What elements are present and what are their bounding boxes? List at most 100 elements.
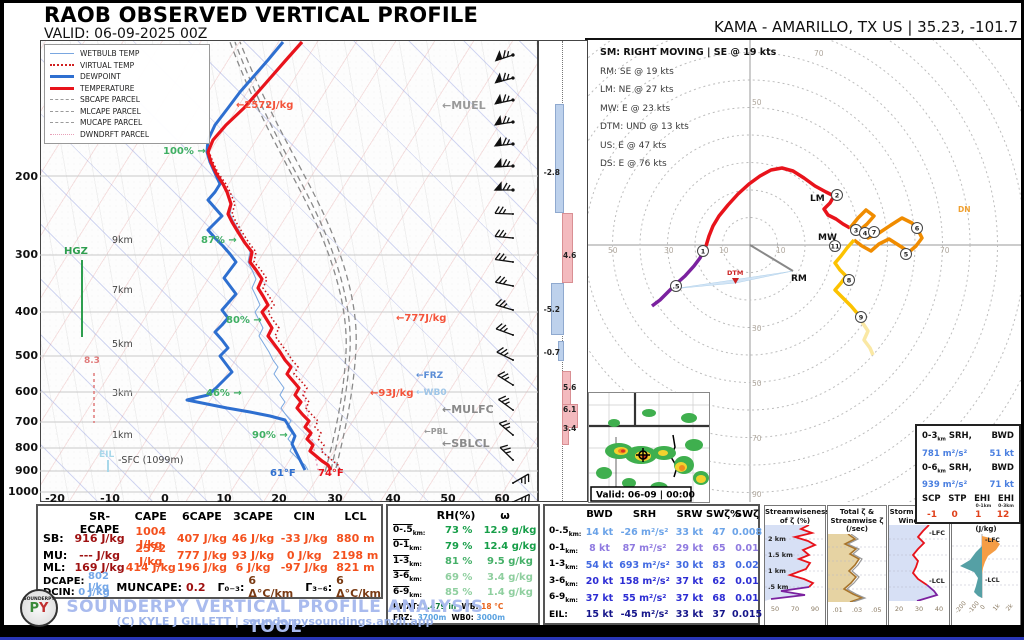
omega-value: 5.6 <box>563 383 577 392</box>
pressure-tick: 1000 <box>8 485 39 498</box>
kinematics-table: BWD SRH SRW SWζ% SWζ 0-.5km: 14 kt -26 m²/s²… <box>543 504 763 625</box>
legend-item: DWNDRFT PARCEL <box>50 129 204 141</box>
footer-title: SOUNDERPY VERTICAL PROFILE ANALYSIS TOOL <box>66 597 484 637</box>
omega-strip: -2.8 4.6 -5.2 -0.7 5.6 6.1 3.4 <box>538 40 588 502</box>
page-title: RAOB OBSERVED VERTICAL PROFILE <box>44 3 479 27</box>
height-tick: 1km <box>112 430 133 441</box>
streamwiseness-plot: 2 km 1.5 km 1 km .5 km <box>765 524 825 601</box>
hodograph: 50 30 10 10 70 50 70 30 50 70 90 .5 1 2 … <box>588 40 1022 502</box>
pressure-tick: 500 <box>15 349 38 362</box>
lm-marker: LM <box>810 194 825 204</box>
svg-text:70: 70 <box>814 49 824 58</box>
frame-bottom-accent <box>0 637 1024 640</box>
pressure-tick: 900 <box>15 464 38 477</box>
omega-value: -5.2 <box>543 305 560 314</box>
omega-value: 6.1 <box>563 405 577 414</box>
table-row: 0-.5km: 73 % 12.9 g/kg <box>393 524 537 537</box>
rm-line: RM: SE @ 19 kts <box>600 66 674 77</box>
temp-tick: 30 <box>327 492 343 505</box>
dcin-row: DCIN: 0 J/kg <box>43 587 110 598</box>
svg-text:30: 30 <box>664 246 674 255</box>
hodo-trace-0-1km <box>650 245 708 308</box>
thermo-headers: SR-ECAPE CAPE 6CAPE 3CAPE CIN LCL <box>79 510 367 536</box>
srh-0-3-header: 0-3km SRH, BWD <box>922 431 1014 443</box>
panel-stepwise-cin-cape: StepwiseCIN & CAPE(J/kg) -LFC -LCL -200 … <box>951 505 1021 628</box>
hodo-trace-3-6km <box>848 208 924 254</box>
stepwise-plot: -LFC -LCL <box>952 533 1020 598</box>
table-row: 1-3km: 54 kt 693 m²/s² 30 kt 83 0.02 <box>549 559 759 572</box>
valid-time: VALID: 06-09-2025 00Z <box>44 26 208 42</box>
lm-line: LM: NE @ 27 kts <box>600 85 674 95</box>
omega-value: 4.6 <box>563 251 577 260</box>
omega-bar <box>551 283 564 335</box>
pressure-tick: 300 <box>15 248 38 261</box>
pressure-tick: 600 <box>15 385 38 398</box>
temp-tick: 40 <box>385 492 401 505</box>
svg-text:70: 70 <box>752 434 762 443</box>
parcel-traces <box>229 41 357 473</box>
kinematics-headers: BWD SRH SRW SWζ% SWζ <box>586 509 760 520</box>
radar-echoes <box>596 409 709 494</box>
omega-bar <box>562 404 578 428</box>
sblcl-annotation: ←SBLCL <box>442 437 490 450</box>
rh-annotation: 46% → <box>206 388 242 399</box>
svg-text:50: 50 <box>752 98 762 107</box>
svg-text:2: 2 <box>835 192 840 200</box>
moisture-headers: RH(%) ω <box>436 509 510 522</box>
sounderpy-logo: SOUNDERPY PY <box>20 589 58 627</box>
sbcape-line-icon <box>50 99 74 101</box>
dtm-shade-triangle <box>671 270 794 290</box>
svg-text:1: 1 <box>701 248 706 256</box>
wind-barb-column <box>493 47 533 502</box>
composite-headers: SCP STP EHI EHI <box>922 494 1014 505</box>
svg-text:1 km: 1 km <box>768 567 786 575</box>
storm-motion-readout: SM: RIGHT MOVING | SE @ 19 kts RM: SE @ … <box>600 44 776 174</box>
srh-0-3-values: 781 m²/s² 51 kt <box>922 448 1014 459</box>
dtm-arrow-icon <box>732 278 739 284</box>
table-row: 3-6km: 69 % 3.4 g/kg <box>393 571 533 584</box>
hodo-km-markers: .5 1 2 3 4 7 11 6 5 8 9 <box>670 189 923 323</box>
srw-plot: -LFC -LCL <box>889 524 949 602</box>
svg-text:5: 5 <box>904 251 909 259</box>
table-row: 3-6km: 20 kt 158 m²/s² 37 kt 62 0.01 <box>549 575 759 588</box>
svg-text:7: 7 <box>872 229 877 237</box>
composite-values: -1 0 1 12 <box>927 510 1010 521</box>
dwndrft-line-icon <box>50 133 74 135</box>
mucape-line-icon <box>50 122 74 124</box>
temp-tick: 60 <box>494 492 510 505</box>
radar-inset-map: Valid: 06-09 | 00:00 <box>588 392 710 503</box>
dcape-row: DCAPE: 802 J/kg <box>43 570 110 593</box>
vorticity-plot <box>828 532 886 603</box>
table-row: 0-1km: 79 % 12.4 g/kg <box>393 540 537 553</box>
height-tick: 3km <box>112 388 133 399</box>
surface-label: -SFC (1099m) <box>118 455 184 466</box>
mlcape-line-icon <box>50 110 74 112</box>
hodo-trace-1-3km <box>704 166 851 247</box>
wetbulb-line-icon <box>50 53 74 55</box>
svg-text:-LCL: -LCL <box>929 577 945 585</box>
table-row: SB: 916 J/kg 1004 J/kg 407 J/kg 46 J/kg -3… <box>43 525 375 551</box>
dn-marker: DN <box>958 205 971 214</box>
virtual-temp-line-icon <box>50 64 74 67</box>
table-row: ML: 169 J/kg 414 J/kg 196 J/kg 6 J/kg -97 … <box>43 561 375 574</box>
frame-left <box>0 0 4 640</box>
dtm-line: DTM: UND @ 13 kts <box>600 122 689 132</box>
svg-text:10: 10 <box>776 246 786 255</box>
height-tick: 5km <box>112 339 133 350</box>
svg-text:50: 50 <box>752 379 762 388</box>
panel-streamwiseness: Streamwiseness of ζ (%) 2 km 1.5 km 1 km … <box>764 505 829 628</box>
stepwise-cin-area <box>960 545 982 598</box>
table-row: 1-3km: 81 % 9.5 g/kg <box>393 555 533 568</box>
svg-text:50: 50 <box>608 246 618 255</box>
legend-item: TEMPERATURE <box>50 83 204 95</box>
svg-text:-LFC: -LFC <box>985 537 1000 544</box>
pressure-tick: 400 <box>15 305 38 318</box>
svg-text:9: 9 <box>859 314 864 322</box>
frz-annotation: ←FRZ <box>416 371 444 381</box>
muel-annotation: ←MUEL <box>442 99 486 112</box>
table-row: 0-.5km: 14 kt -26 m²/s² 33 kt 47 0.008 <box>549 526 763 539</box>
cape6-annotation: ←777J/kg <box>396 313 447 324</box>
cape3-annotation: ←93J/kg <box>370 388 414 399</box>
hgz-label: HGZ <box>64 246 88 257</box>
omega-value: -0.7 <box>543 348 560 357</box>
